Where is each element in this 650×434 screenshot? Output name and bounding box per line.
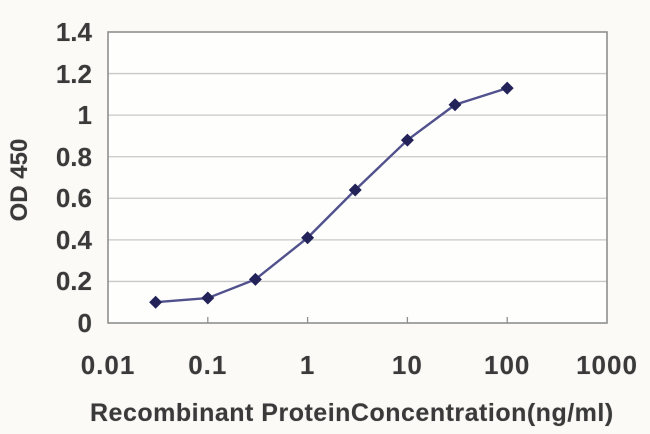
y-tick-label: 0.4 xyxy=(55,224,92,255)
data-point-marker xyxy=(201,291,215,305)
x-tick-label: 1 xyxy=(299,350,316,380)
x-tick-label: 1000 xyxy=(576,350,638,380)
data-line xyxy=(155,86,508,304)
x-tick-label: 10 xyxy=(391,350,423,380)
y-tick-label: 0.6 xyxy=(55,183,92,214)
data-point-marker xyxy=(448,98,462,112)
data-point-marker xyxy=(248,272,262,286)
y-axis-title: OD 450 xyxy=(6,138,33,222)
x-tick-label: 0.01 xyxy=(80,350,136,380)
y-tick-label: 1 xyxy=(77,100,92,131)
data-point-marker xyxy=(400,133,414,147)
y-tick-label: 0.2 xyxy=(55,266,92,297)
x-tick-label: 0.1 xyxy=(188,350,228,380)
data-point-marker xyxy=(500,81,514,95)
data-point-marker xyxy=(348,183,362,197)
plot-border xyxy=(107,31,608,324)
x-tick-label: 100 xyxy=(483,350,531,380)
y-tick-label: 1.2 xyxy=(55,58,92,89)
x-axis-title: Recombinant ProteinConcentration(ng/ml) xyxy=(90,399,614,427)
y-tick-label: 0 xyxy=(77,308,92,338)
data-point-marker xyxy=(301,231,315,245)
data-point-marker xyxy=(149,295,163,309)
plot-background xyxy=(108,32,607,323)
y-tick-label: 0.8 xyxy=(55,141,92,172)
y-tick-label: 1.4 xyxy=(55,17,92,47)
